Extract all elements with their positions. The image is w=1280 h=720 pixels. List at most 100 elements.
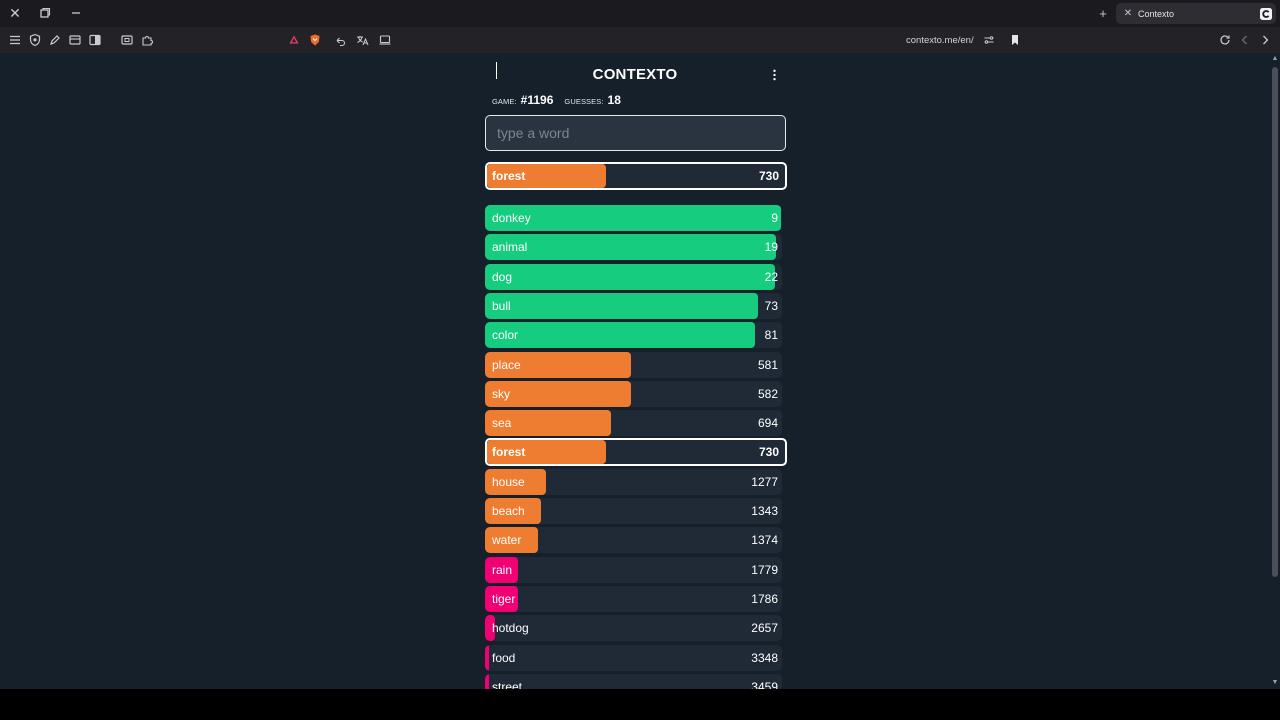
restore-window-icon[interactable] xyxy=(36,4,54,22)
page-scrollbar[interactable]: ▲ ▼ xyxy=(1270,53,1280,689)
guess-word: animal xyxy=(492,240,528,255)
guess-row: house 1277 xyxy=(485,468,782,495)
guess-bar xyxy=(485,351,631,378)
text-caret xyxy=(496,62,497,79)
cast-icon[interactable] xyxy=(376,31,394,49)
back-icon[interactable] xyxy=(1236,31,1254,49)
guess-word: beach xyxy=(492,504,525,518)
bookmark-icon[interactable] xyxy=(1006,31,1024,49)
guess-bar xyxy=(485,322,756,349)
guess-row: dog 22 xyxy=(485,263,782,290)
guess-row: animal 19 xyxy=(485,234,782,261)
guess-word: hotdog xyxy=(492,621,529,636)
browser-tab-bar: ✕ + ✕ Contexto xyxy=(0,0,1280,27)
tabs-icon[interactable] xyxy=(66,31,84,49)
guess-rank: 1779 xyxy=(751,562,778,577)
guess-rank: 9 xyxy=(771,211,778,225)
extensions-icon[interactable] xyxy=(138,31,156,49)
guess-bar xyxy=(485,263,775,290)
guess-row: place 581 xyxy=(485,351,782,378)
scroll-thumb[interactable] xyxy=(1272,67,1278,577)
guess-word: water xyxy=(492,533,522,548)
guess-rank: 3348 xyxy=(751,650,778,665)
word-guess-input[interactable] xyxy=(485,115,786,151)
guess-word: forest xyxy=(492,445,526,460)
address-bar-url[interactable]: contexto.me/en/ xyxy=(906,35,974,46)
guess-rank: 1277 xyxy=(751,474,778,489)
guess-word: sea xyxy=(492,416,512,431)
brave-shields-icon[interactable] xyxy=(306,31,324,49)
reload-icon[interactable] xyxy=(1216,31,1234,49)
guess-bar xyxy=(485,498,542,524)
contexto-page: CONTEXTO Game: #1196 Guesses: 18 forest … xyxy=(0,53,1270,689)
game-title: CONTEXTO xyxy=(592,66,678,83)
guess-bar xyxy=(485,205,782,231)
guess-row: rain 1779 xyxy=(485,556,782,583)
guess-row: forest 730 xyxy=(485,438,787,467)
guess-row: donkey 9 xyxy=(485,205,782,231)
latest-guess-row: forest 730 xyxy=(485,162,787,190)
guess-word: street xyxy=(492,679,523,689)
new-tab-icon[interactable]: + xyxy=(1099,5,1107,21)
guess-row: street 3459 xyxy=(485,673,782,689)
guess-rank: 22 xyxy=(764,269,778,284)
scroll-up-icon[interactable]: ▲ xyxy=(1271,55,1279,62)
close-tab-icon[interactable]: ✕ xyxy=(1123,8,1133,19)
minimize-window-icon[interactable] xyxy=(67,4,85,22)
back-arrow-icon[interactable] xyxy=(331,31,349,49)
screenshot-icon[interactable] xyxy=(118,31,136,49)
guess-bar xyxy=(485,410,612,437)
guess-bar xyxy=(485,468,546,495)
guess-bar xyxy=(485,585,518,612)
guess-rank: 19 xyxy=(764,240,778,255)
guess-word: color xyxy=(492,328,519,343)
close-window-icon[interactable]: ✕ xyxy=(9,5,21,21)
menu-icon[interactable] xyxy=(6,31,24,49)
guess-row: sky 582 xyxy=(485,380,782,407)
guess-word: food xyxy=(492,650,516,665)
game-number: #1196 xyxy=(520,93,554,107)
browser-toolbar: contexto.me/en/ xyxy=(0,27,1280,53)
forward-icon[interactable] xyxy=(1256,31,1274,49)
guess-bar xyxy=(485,615,496,642)
guess-bar xyxy=(485,292,759,319)
pen-icon[interactable] xyxy=(46,31,64,49)
guess-rank: 581 xyxy=(757,357,778,372)
tab-title: Contexto xyxy=(1138,8,1175,19)
guess-row: food 3348 xyxy=(485,644,782,671)
bottom-bar xyxy=(0,689,1280,720)
active-tab[interactable]: ✕ Contexto xyxy=(1116,3,1276,24)
guess-bar xyxy=(485,644,489,671)
game-number-label: Game: xyxy=(492,97,517,106)
guess-rank: 582 xyxy=(757,386,778,401)
guess-rank: 3459 xyxy=(751,679,778,689)
guess-bar xyxy=(485,556,518,583)
guess-rank: 1343 xyxy=(751,504,778,518)
site-settings-icon[interactable] xyxy=(980,31,998,49)
guess-word: house xyxy=(492,474,525,489)
shield-icon[interactable] xyxy=(26,31,44,49)
translate-icon[interactable] xyxy=(353,31,371,49)
contexto-favicon-icon xyxy=(1257,5,1275,23)
guess-row: bull 73 xyxy=(485,292,782,319)
guess-rank: 1374 xyxy=(751,533,778,548)
guess-row: color 81 xyxy=(485,322,782,349)
guess-rank: 730 xyxy=(758,445,779,460)
latest-guess-word: forest xyxy=(492,169,526,183)
guess-row: water 1374 xyxy=(485,527,782,554)
guess-rank: 694 xyxy=(757,416,778,431)
guess-row: beach 1343 xyxy=(485,498,782,524)
guesses-count: 18 xyxy=(607,93,621,107)
scroll-down-icon[interactable]: ▼ xyxy=(1271,679,1279,686)
guess-bar xyxy=(485,234,777,261)
brave-rewards-icon[interactable] xyxy=(285,31,303,49)
guess-word: rain xyxy=(492,562,513,577)
guess-row: hotdog 2657 xyxy=(485,615,782,642)
sidebar-icon[interactable] xyxy=(86,31,104,49)
game-stats: Game: #1196 Guesses: 18 xyxy=(492,93,628,107)
guess-rank: 2657 xyxy=(751,621,778,636)
guess-bar xyxy=(487,440,607,465)
guess-row: sea 694 xyxy=(485,410,782,437)
more-options-icon[interactable] xyxy=(766,66,782,84)
guess-rank: 81 xyxy=(764,328,778,343)
